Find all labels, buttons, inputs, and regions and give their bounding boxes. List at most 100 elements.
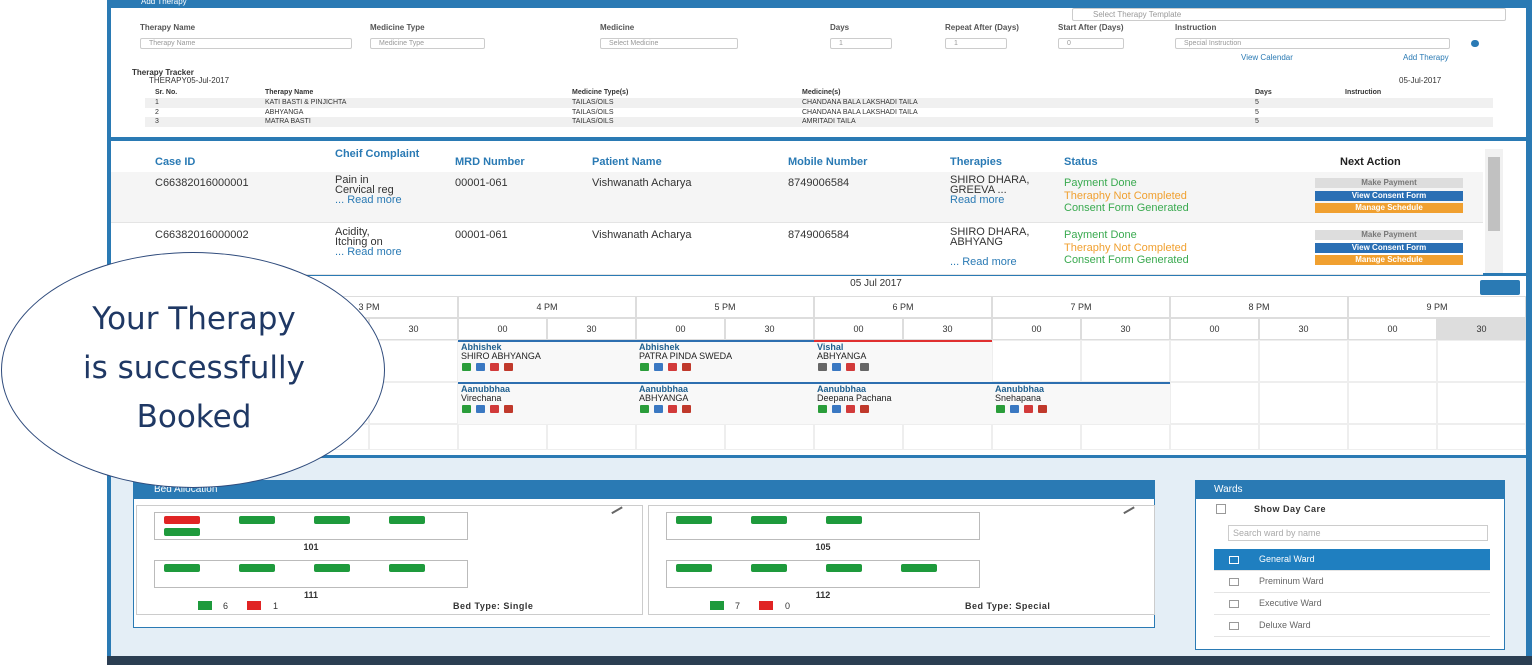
read-more[interactable]: ... Read more [335,246,402,258]
booking-icon[interactable] [832,405,841,413]
booking-icon[interactable] [818,405,827,413]
booking-icon[interactable] [490,405,499,413]
bed-icon[interactable] [751,516,787,524]
slot-cell[interactable] [725,424,814,450]
scrollbar-thumb[interactable] [1488,157,1500,231]
tracker-selector[interactable]: THERAPY05-Jul-2017 [149,76,230,85]
field-input[interactable]: Select Medicine [600,38,738,49]
ward-item[interactable] [1214,549,1490,571]
action-button[interactable]: Make Payment [1315,230,1463,240]
slot-cell[interactable] [1081,424,1170,450]
action-button[interactable]: Make Payment [1315,178,1463,188]
bed-icon[interactable] [901,564,937,572]
expand-button[interactable] [1480,280,1520,295]
booking-icon[interactable] [860,405,869,413]
slot-cell[interactable] [1259,424,1348,450]
ward-item[interactable] [1214,571,1490,593]
room[interactable] [154,560,468,588]
booking[interactable] [458,340,636,382]
bed-icon[interactable] [751,564,787,572]
booking[interactable] [814,340,992,382]
bed-icon[interactable] [826,564,862,572]
booking[interactable] [636,340,814,382]
slot-cell[interactable] [1437,382,1526,424]
booking[interactable] [636,382,814,424]
slot-cell[interactable] [636,424,725,450]
slot-cell[interactable] [1170,382,1259,424]
room[interactable] [666,560,980,588]
bed-icon[interactable] [314,564,350,572]
booking-icon[interactable] [1010,405,1019,413]
bed-icon[interactable] [676,564,712,572]
booking[interactable] [992,382,1170,424]
booking-icon[interactable] [462,363,471,371]
bed-icon[interactable] [389,564,425,572]
bed-icon[interactable] [239,564,275,572]
bed-icon[interactable] [314,516,350,524]
slot-cell[interactable] [992,340,1081,382]
slot-cell[interactable] [1348,382,1437,424]
booking-icon[interactable] [818,363,827,371]
add-therapy-link[interactable]: Add Therapy [1403,53,1449,62]
slot-cell[interactable] [1437,340,1526,382]
bed-icon[interactable] [164,528,200,536]
therapies-more[interactable]: Read more [950,194,1005,206]
day-care-checkbox[interactable] [1216,504,1226,514]
slot-cell[interactable] [1259,382,1348,424]
action-button[interactable]: Manage Schedule [1315,203,1463,213]
slot-cell[interactable] [369,424,458,450]
slot-cell[interactable] [1170,424,1259,450]
slot-cell[interactable] [992,424,1081,450]
booking-icon[interactable] [504,405,513,413]
field-input[interactable]: 1 [945,38,1007,49]
room[interactable] [666,512,980,540]
booking-icon[interactable] [1038,405,1047,413]
settings-icon[interactable] [1471,40,1479,47]
read-more[interactable]: ... Read more [335,194,402,206]
booking-icon[interactable] [640,363,649,371]
booking-icon[interactable] [654,405,663,413]
bed-icon[interactable] [826,516,862,524]
booking-icon[interactable] [668,405,677,413]
booking-icon[interactable] [832,363,841,371]
booking-icon[interactable] [682,405,691,413]
booking-icon[interactable] [996,405,1005,413]
action-button[interactable]: Manage Schedule [1315,255,1463,265]
booking-icon[interactable] [504,363,513,371]
booking-icon[interactable] [846,363,855,371]
booking-icon[interactable] [462,405,471,413]
slot-cell[interactable] [458,424,547,450]
field-input[interactable]: Special Instruction [1175,38,1450,49]
slot-cell[interactable] [1348,340,1437,382]
bed-icon[interactable] [164,564,200,572]
action-button[interactable]: View Consent Form [1315,190,1463,201]
booking-icon[interactable] [1024,405,1033,413]
therapies-more[interactable]: ... Read more [950,256,1017,268]
bed-icon[interactable] [676,516,712,524]
slot-cell[interactable] [1348,424,1437,450]
slot-cell[interactable] [903,424,992,450]
slot-cell[interactable] [1081,340,1170,382]
booking-icon[interactable] [860,363,869,371]
booking-icon[interactable] [668,363,677,371]
booking-icon[interactable] [640,405,649,413]
view-calendar-link[interactable]: View Calendar [1241,53,1293,62]
action-button[interactable]: View Consent Form [1315,242,1463,253]
slot-cell[interactable] [1170,340,1259,382]
slot-cell[interactable] [1259,340,1348,382]
slot-cell[interactable] [1437,424,1526,450]
bed-icon[interactable] [389,516,425,524]
booking-icon[interactable] [476,363,485,371]
booking-icon[interactable] [654,363,663,371]
room[interactable] [154,512,468,540]
ward-item[interactable] [1214,615,1490,637]
template-select[interactable]: Select Therapy Template [1072,8,1506,21]
ward-search[interactable]: Search ward by name [1228,525,1488,541]
bed-icon[interactable] [239,516,275,524]
slot-cell[interactable] [814,424,903,450]
slot-cell[interactable] [547,424,636,450]
booking[interactable] [814,382,992,424]
field-input[interactable]: 0 [1058,38,1124,49]
field-input[interactable]: Therapy Name [140,38,352,49]
bed-icon[interactable] [164,516,200,524]
